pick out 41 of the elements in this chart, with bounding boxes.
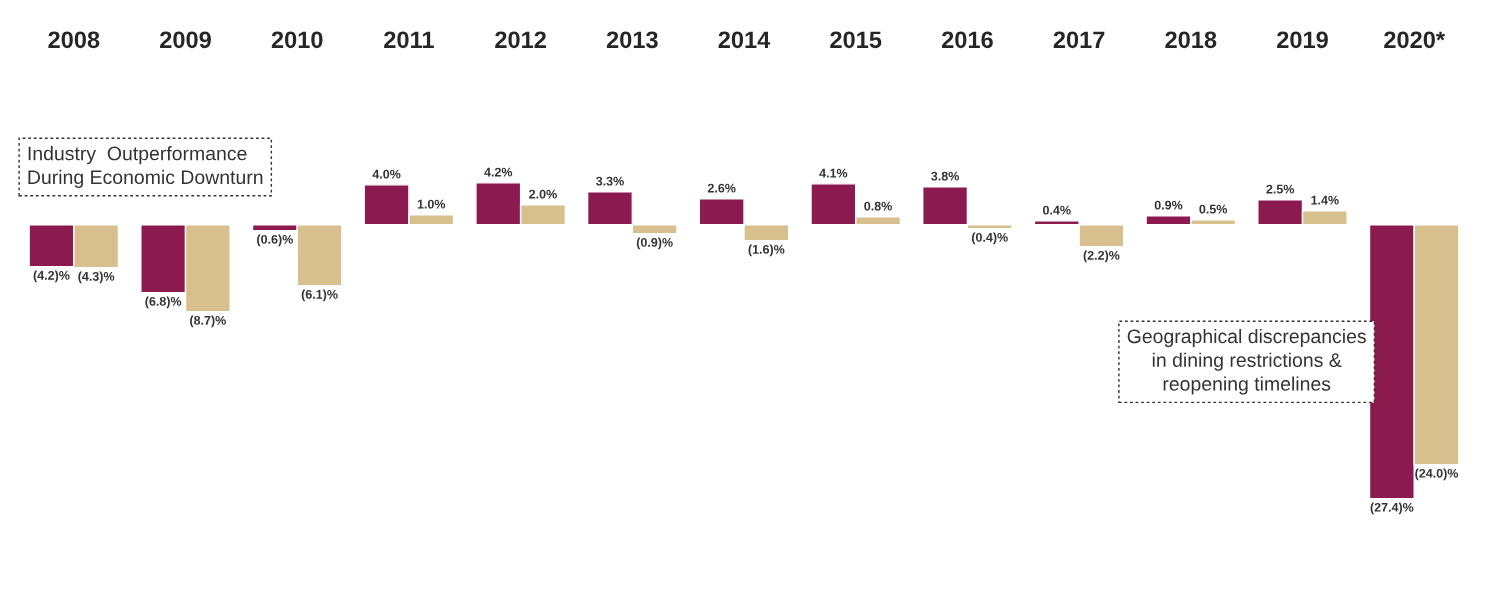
annotation: Industry Outperformance During Economic Downturn — [28, 146, 263, 188]
x-tick-label: 2015 — [830, 31, 882, 49]
data-label: (6.1)% — [301, 289, 338, 302]
data-label: (24.0)% — [1415, 468, 1459, 481]
data-label: (0.9)% — [636, 237, 673, 250]
x-tick-label: 2017 — [1053, 31, 1105, 49]
data-label: (0.4)% — [971, 232, 1008, 245]
x-tick-label: 2016 — [941, 31, 993, 49]
data-label: (27.4)% — [1370, 502, 1414, 515]
annotation: Geographical discrepancies in dining restrictions & reopening timelines — [1127, 328, 1366, 395]
data-label: (8.7)% — [190, 315, 226, 328]
x-tick-label: 2020* — [1384, 31, 1446, 49]
data-label: (4.2)% — [33, 270, 70, 283]
data-label: 2.6% — [707, 183, 736, 193]
x-tick-label: 2012 — [495, 31, 546, 49]
x-tick-label: 2008 — [48, 31, 100, 49]
data-label: 2.5% — [1266, 184, 1295, 194]
data-label: 4.1% — [819, 168, 848, 178]
data-label: (0.6)% — [257, 234, 293, 247]
data-label: 4.2% — [484, 167, 513, 177]
data-label: (6.8)% — [145, 296, 182, 309]
x-tick-label: 2018 — [1165, 31, 1217, 49]
data-label: (2.2)% — [1083, 250, 1120, 263]
data-label: 3.8% — [931, 171, 959, 181]
x-tick-label: 2019 — [1277, 31, 1328, 49]
data-label: 1.4% — [1311, 195, 1339, 205]
data-label: (4.3)% — [78, 271, 115, 284]
data-label: 0.4% — [1043, 205, 1071, 215]
x-tick-label: 2014 — [718, 31, 771, 49]
data-label: (1.6)% — [748, 244, 785, 257]
data-label: 3.3% — [596, 176, 624, 186]
data-label: 0.9% — [1154, 200, 1183, 210]
data-label: 0.8% — [864, 201, 892, 211]
x-tick-label: 2010 — [271, 31, 323, 49]
x-tick-label: 2009 — [160, 31, 211, 49]
x-tick-label: 2011 — [384, 31, 434, 49]
data-label: 2.0% — [529, 189, 557, 199]
data-label: 0.5% — [1199, 204, 1228, 214]
data-label: 4.0% — [372, 169, 401, 179]
x-tick-label: 2013 — [606, 31, 658, 49]
data-label: 1.0% — [417, 199, 446, 209]
